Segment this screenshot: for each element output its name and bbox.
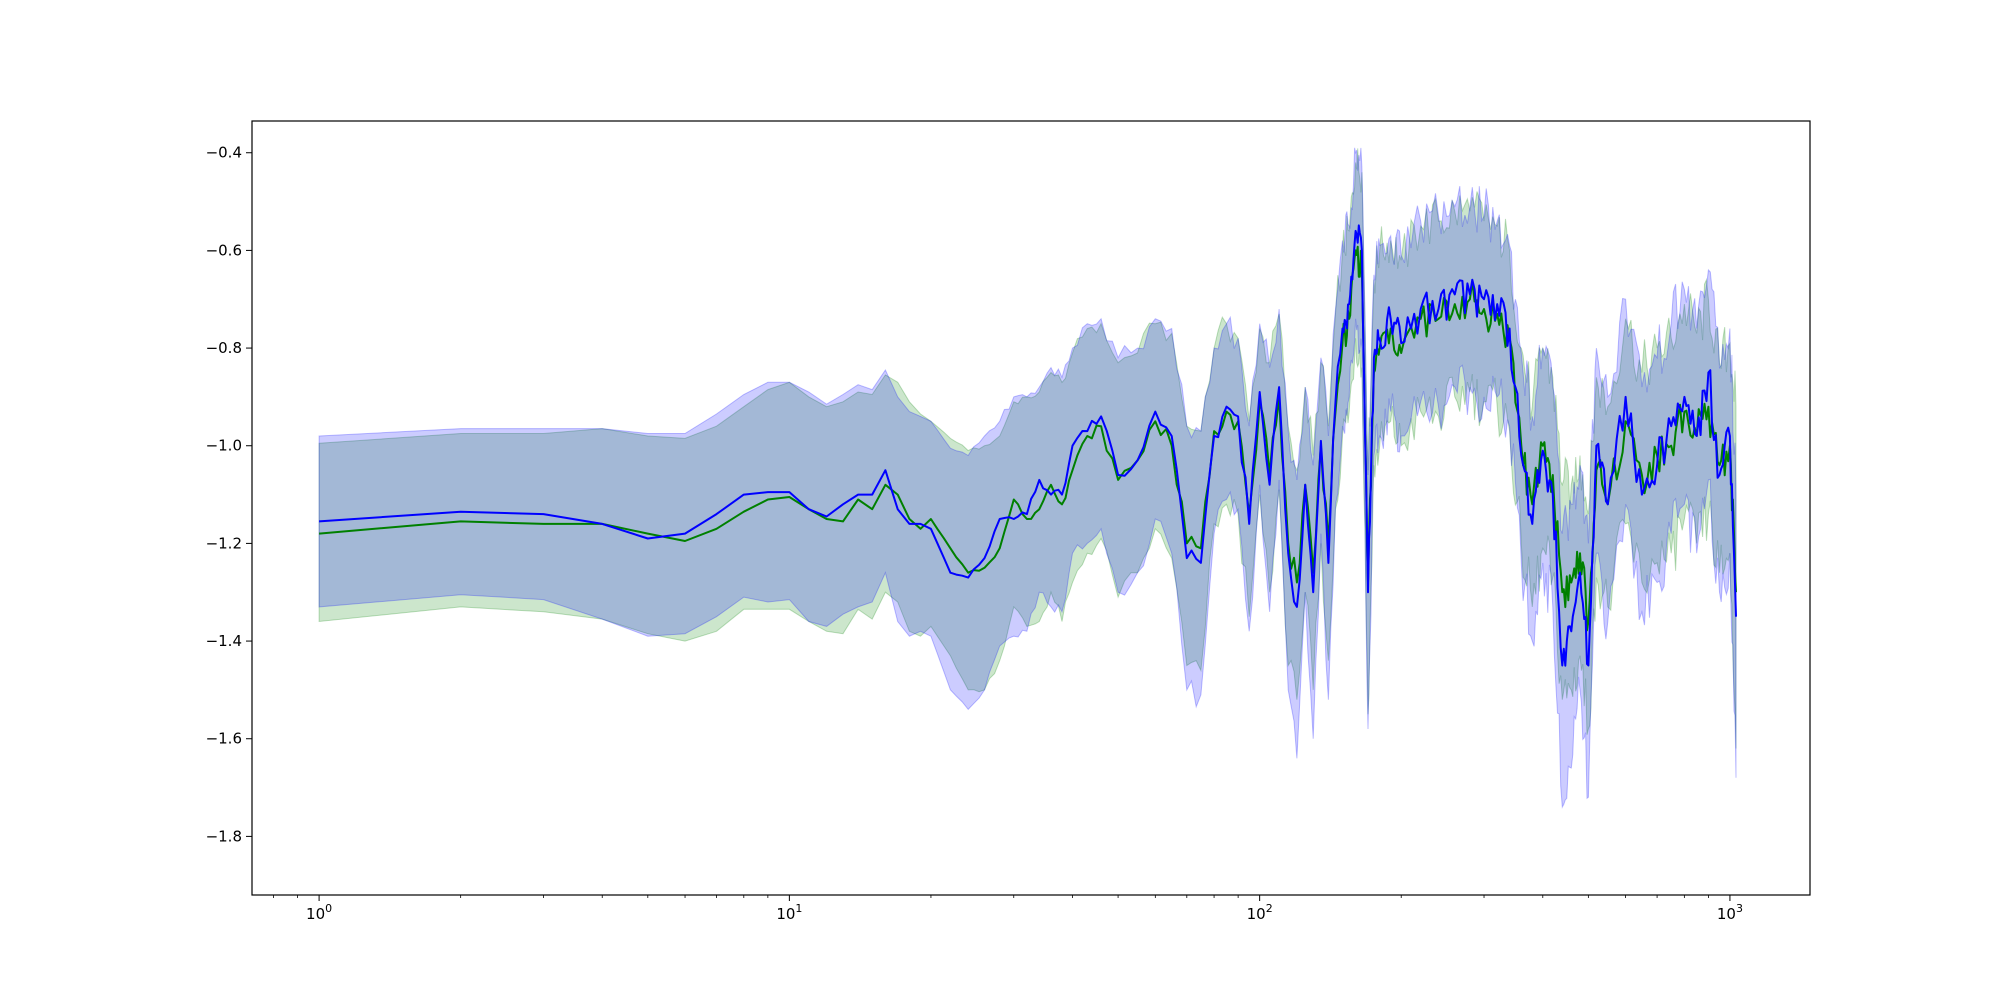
y-tick-label: −0.6 <box>206 241 242 259</box>
y-tick-label: −0.8 <box>206 339 242 357</box>
y-tick-label: −1.8 <box>206 827 242 845</box>
series-lines <box>319 224 1737 667</box>
y-tick-label: −1.0 <box>206 437 242 455</box>
y-tick-label: −1.6 <box>206 730 242 748</box>
plot-frame <box>251 120 1811 896</box>
series-2-band <box>318 147 1737 809</box>
x-axis: 100 101 102 103 <box>273 895 1743 923</box>
x-tick-label: 102 <box>1247 902 1273 923</box>
x-tick-label: 100 <box>306 902 332 923</box>
x-tick-label: 101 <box>776 902 802 923</box>
y-tick-label: −1.2 <box>206 534 242 552</box>
confidence-bands <box>318 147 1737 809</box>
y-axis: −0.4 −0.6 −0.8 −1.0 −1.2 −1.4 −1.6 −1.8 <box>206 144 252 845</box>
x-tick-label: 103 <box>1717 902 1743 923</box>
series-2-line <box>319 224 1737 667</box>
series-1-line <box>319 245 1737 632</box>
y-tick-label: −0.4 <box>206 144 242 162</box>
series-1-band <box>318 148 1737 749</box>
y-tick-label: −1.4 <box>206 632 242 650</box>
